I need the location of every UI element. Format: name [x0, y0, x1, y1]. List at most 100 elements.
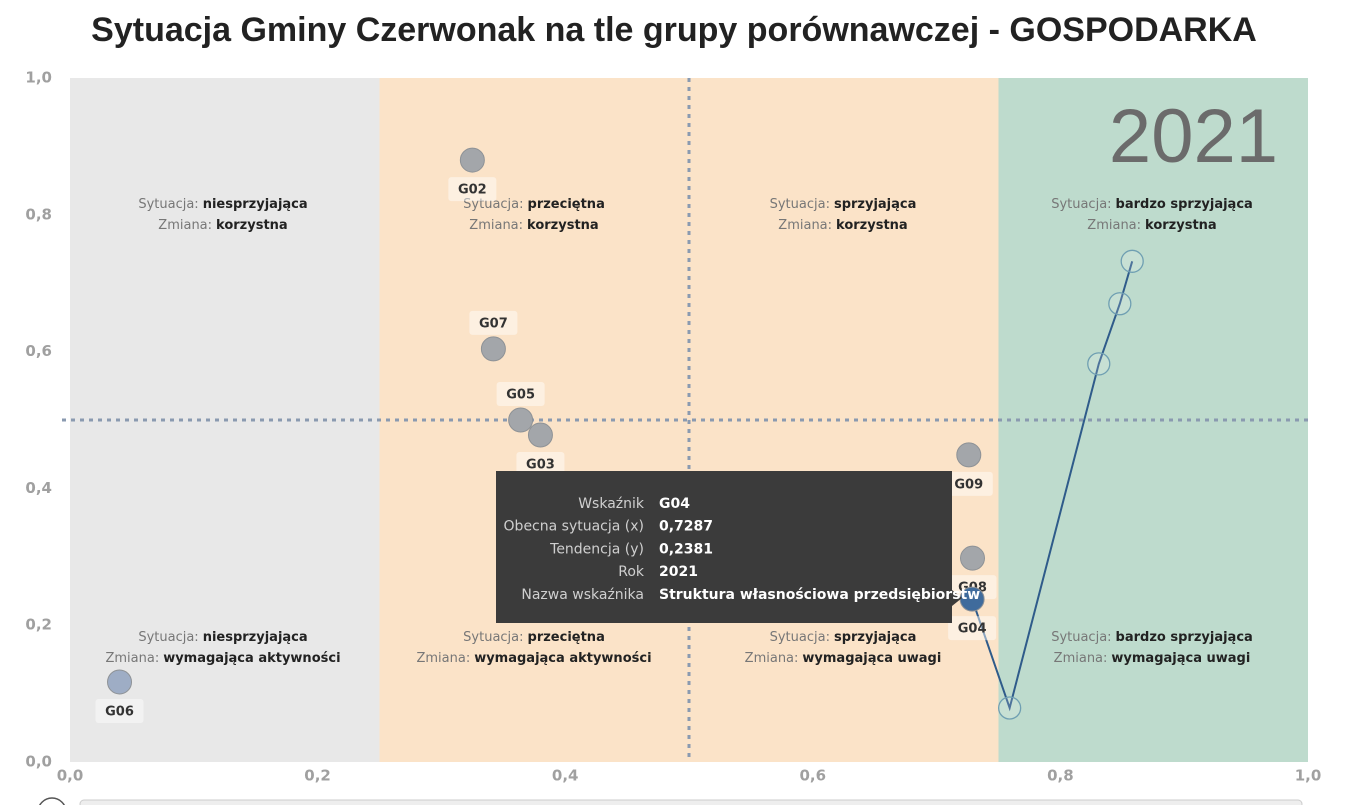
point-label: G04 [958, 622, 987, 637]
tooltip-value: Struktura własnościowa przedsiębiorstw [659, 587, 980, 603]
x-tick-label: 0,0 [57, 767, 84, 785]
change-value: wymagająca aktywności [163, 651, 340, 666]
trajectory-point [1120, 249, 1144, 273]
quadrant-change: Zmiana: korzystna [778, 218, 907, 233]
tooltip-box [496, 471, 952, 623]
point [459, 147, 485, 173]
y-tick-label: 0,6 [25, 342, 52, 360]
point-label-bg [95, 698, 144, 723]
quadrant-situation: Sytuacja: sprzyjająca [770, 630, 917, 645]
quadrant-situation: Sytuacja: sprzyjająca [770, 197, 917, 212]
situation-key: Sytuacja: [1051, 197, 1111, 212]
slider-track [79, 799, 1303, 805]
tooltip-key: Obecna sytuacja (x) [504, 519, 644, 535]
change-value: wymagająca uwagi [1111, 651, 1250, 666]
change-key: Zmiana: [105, 651, 159, 666]
situation-key: Sytuacja: [138, 197, 198, 212]
situation-key: Sytuacja: [1051, 630, 1111, 645]
situation-value: niesprzyjająca [203, 197, 308, 212]
situation-key: Sytuacja: [463, 630, 523, 645]
point [107, 669, 133, 695]
tooltip-value: 0,2381 [659, 541, 713, 557]
point [508, 407, 534, 433]
point-label-bg [516, 452, 565, 477]
situation-key: Sytuacja: [770, 630, 830, 645]
quadrant-change: Zmiana: korzystna [1087, 218, 1216, 233]
tooltip-value: 2021 [659, 564, 698, 580]
point [527, 422, 553, 448]
point-label: G09 [954, 477, 983, 492]
situation-value: niesprzyjająca [203, 630, 308, 645]
situation-key: Sytuacja: [770, 197, 830, 212]
y-tick-label: 0,2 [25, 616, 52, 634]
quadrant-change: Zmiana: wymagająca aktywności [105, 651, 340, 666]
change-key: Zmiana: [416, 651, 470, 666]
x-tick-label: 1,0 [1295, 767, 1322, 785]
change-key: Zmiana: [469, 218, 523, 233]
point-label: G07 [479, 316, 508, 331]
y-tick-label: 0,4 [25, 479, 52, 497]
y-tick-label: 0,0 [25, 753, 52, 771]
quadrant-change: Zmiana: korzystna [469, 218, 598, 233]
situation-value: przeciętna [528, 197, 605, 212]
quadrant-situation: Sytuacja: bardzo sprzyjająca [1051, 197, 1253, 212]
situation-value: przeciętna [528, 630, 605, 645]
x-tick-label: 0,2 [304, 767, 331, 785]
play-button [39, 797, 65, 805]
trajectory-point [1087, 352, 1111, 376]
change-value: wymagająca uwagi [802, 651, 941, 666]
change-key: Zmiana: [745, 651, 799, 666]
quadrant-situation: Sytuacja: przeciętna [463, 197, 605, 212]
point-label-bg [496, 382, 545, 406]
tooltip-key: Wskaźnik [578, 496, 645, 512]
quadrant-situation: Sytuacja: bardzo sprzyjająca [1051, 630, 1253, 645]
point-label-bg [944, 471, 993, 496]
chart-title: Sytuacja Gminy Czerwonak na tle grupy po… [91, 11, 1257, 49]
x-tick-label: 0,6 [800, 767, 827, 785]
tooltip-value: 0,7287 [659, 519, 713, 535]
x-tick-label: 0,8 [1047, 767, 1074, 785]
quadrant-change: Zmiana: wymagająca aktywności [416, 651, 651, 666]
change-value: korzystna [216, 218, 288, 233]
tooltip-key: Nazwa wskaźnika [521, 587, 644, 603]
quadrant-change: Zmiana: wymagająca uwagi [1054, 651, 1251, 666]
point [480, 336, 506, 362]
change-value: korzystna [836, 218, 908, 233]
point-label: G06 [105, 704, 134, 719]
point-label-bg [469, 310, 518, 335]
quadrant-change: Zmiana: korzystna [158, 218, 287, 233]
trajectory-line [971, 261, 1134, 712]
trajectory-point [997, 696, 1022, 720]
quadrant-situation: Sytuacja: niesprzyjająca [138, 197, 307, 212]
quadrant-situation: Sytuacja: przeciętna [463, 630, 605, 645]
point [956, 442, 982, 468]
point-label-bg [448, 177, 497, 202]
situation-value: bardzo sprzyjająca [1116, 197, 1253, 212]
change-value: wymagająca aktywności [474, 651, 651, 666]
change-key: Zmiana: [1087, 218, 1141, 233]
change-key: Zmiana: [1054, 651, 1108, 666]
y-tick-label: 0,8 [25, 205, 52, 223]
tooltip-key: Tendencja (y) [549, 541, 644, 557]
change-key: Zmiana: [158, 218, 212, 233]
x-tick-label: 0,4 [552, 767, 579, 785]
change-key: Zmiana: [778, 218, 832, 233]
situation-key: Sytuacja: [138, 630, 198, 645]
point-label: G03 [526, 458, 555, 473]
tooltip: Wskaźnik G04 Obecna sytuacja (x) 0,7287 Tend… [496, 471, 980, 623]
point-label: G05 [506, 388, 535, 403]
point [960, 545, 986, 571]
point-label: G02 [458, 183, 487, 198]
change-value: korzystna [1145, 218, 1217, 233]
tooltip-value: G04 [659, 496, 690, 512]
change-value: korzystna [527, 218, 599, 233]
point-label-bg [948, 616, 997, 641]
situation-value: sprzyjająca [834, 630, 916, 645]
year-label: 2021 [1109, 94, 1278, 179]
trajectory-point [1108, 292, 1132, 316]
quadrant-situation: Sytuacja: niesprzyjająca [138, 630, 307, 645]
situation-value: bardzo sprzyjająca [1116, 630, 1253, 645]
tooltip-key: Rok [618, 564, 645, 580]
